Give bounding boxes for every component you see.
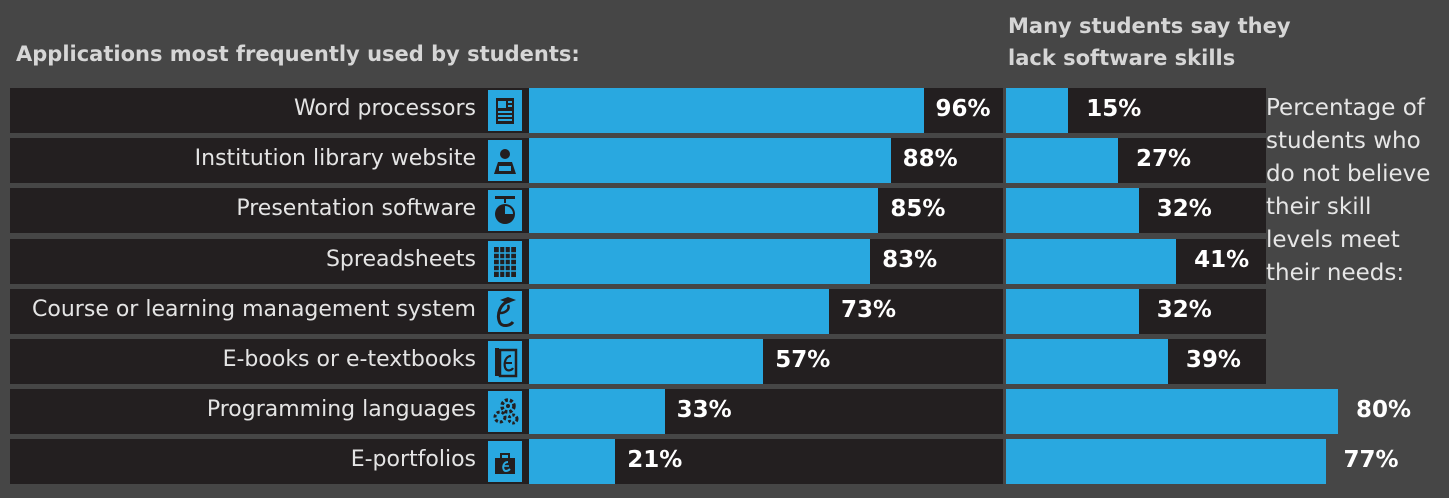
note-line: students who	[1266, 128, 1421, 154]
bar-lack-skills	[1006, 188, 1139, 233]
category-label: E-books or e-textbooks	[222, 347, 476, 372]
bar-used	[529, 389, 665, 434]
category-label: E-portfolios	[350, 447, 476, 472]
chart-title-left: Applications most frequently used by stu…	[16, 42, 580, 66]
chart-title-right-line2: lack software skills	[1008, 46, 1236, 70]
value-label-lack-skills: 15%	[1086, 96, 1142, 122]
value-label-lack-skills: 39%	[1185, 347, 1241, 373]
bar-used	[529, 188, 879, 233]
document-icon	[488, 90, 522, 131]
value-label-used: 88%	[902, 146, 958, 172]
category-label: Presentation software	[236, 196, 476, 221]
value-label-lack-skills: 32%	[1156, 297, 1212, 323]
value-label-used: 33%	[676, 397, 732, 423]
value-label-used: 96%	[935, 96, 991, 122]
value-label-lack-skills: 32%	[1156, 196, 1212, 222]
value-label-used: 57%	[775, 347, 831, 373]
value-label-used: 83%	[882, 247, 938, 273]
note-line: levels meet	[1266, 227, 1400, 253]
value-label-lack-skills: 77%	[1343, 447, 1399, 473]
note: Percentage of students who do not believ…	[1266, 92, 1446, 290]
category-label: Word processors	[293, 96, 476, 121]
briefcase-icon	[488, 441, 522, 482]
category-label: Course or learning management system	[32, 297, 476, 322]
category-label: Institution library website	[194, 146, 476, 171]
value-label-used: 21%	[627, 447, 683, 473]
bar-lack-skills	[1006, 138, 1119, 183]
bar-lack-skills	[1006, 88, 1069, 133]
category-label: Spreadsheets	[325, 247, 476, 272]
bar-used	[529, 88, 924, 133]
bar-lack-skills	[1006, 439, 1326, 484]
library-reader-icon	[488, 140, 522, 181]
bar-used	[529, 239, 871, 284]
note-line: do not believe	[1266, 161, 1431, 187]
ebook-icon	[488, 341, 522, 382]
chart-title-right: Many students say they lack software ski…	[1008, 10, 1291, 74]
value-label-lack-skills: 80%	[1356, 397, 1412, 423]
note-line: Percentage of	[1266, 95, 1425, 121]
gears-icon	[488, 391, 522, 432]
bar-lack-skills	[1006, 289, 1139, 334]
value-label-used: 85%	[890, 196, 946, 222]
value-label-lack-skills: 41%	[1194, 247, 1250, 273]
bar-used	[529, 289, 830, 334]
note-line: their skill	[1266, 194, 1372, 220]
bar-used	[529, 439, 616, 484]
bar-used	[529, 339, 764, 384]
presentation-icon	[488, 190, 522, 231]
bar-lack-skills	[1006, 339, 1168, 384]
category-label: Programming languages	[206, 397, 476, 422]
chart-title-right-line1: Many students say they	[1008, 14, 1291, 38]
value-label-lack-skills: 27%	[1136, 146, 1192, 172]
bar-lack-skills	[1006, 389, 1338, 434]
bar-used	[529, 138, 891, 183]
spreadsheet-icon	[488, 241, 522, 282]
bar-lack-skills	[1006, 239, 1177, 284]
lms-icon	[488, 291, 522, 332]
note-line: their needs:	[1266, 260, 1405, 286]
value-label-used: 73%	[841, 297, 897, 323]
